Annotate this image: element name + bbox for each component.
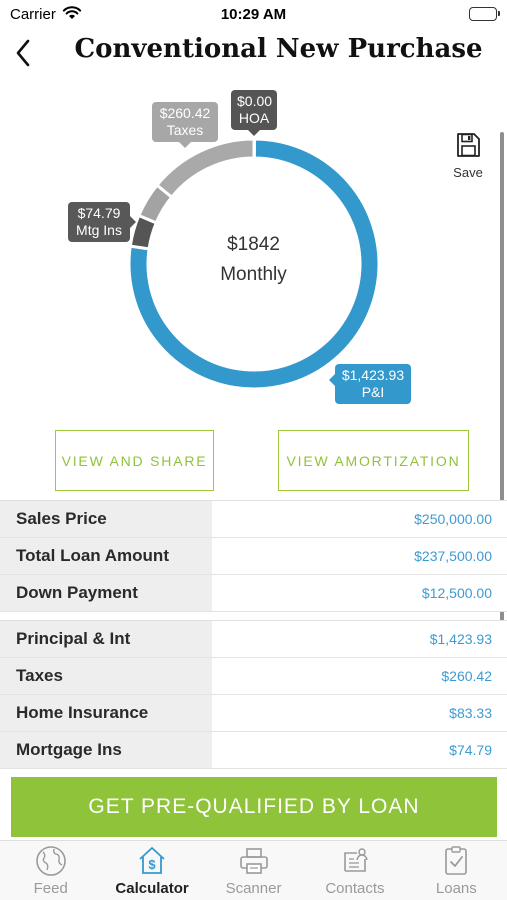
tab-feed[interactable]: Feed (0, 841, 101, 900)
tab-label: Scanner (225, 880, 282, 897)
status-bar: Carrier 10:29 AM (0, 0, 507, 30)
row-value: $12,500.00 (212, 575, 507, 611)
row-label: Down Payment (0, 575, 212, 611)
row-value: $237,500.00 (212, 538, 507, 574)
row-value: $83.33 (212, 695, 507, 731)
clipboard-check-icon (445, 846, 468, 875)
donut-slice-taxes[interactable] (154, 137, 256, 200)
carrier-label: Carrier (10, 6, 56, 23)
callout-taxes-value: $260.42 (159, 105, 211, 121)
page-title: Conventional New Purchase (74, 34, 483, 64)
wifi-icon (62, 5, 82, 26)
tab-scanner[interactable]: Scanner (203, 841, 304, 900)
callout-hoa: $0.00 HOA (231, 90, 277, 136)
row-label: Mortgage Ins (0, 732, 212, 768)
table-row[interactable]: Total Loan Amount $237,500.00 (0, 538, 507, 575)
tab-loans[interactable]: Loans (406, 841, 507, 900)
row-value: $250,000.00 (212, 501, 507, 537)
calculator-house-icon: $ (139, 847, 165, 874)
scrollbar[interactable] (500, 132, 504, 692)
tab-bar: Feed $ Calculator Scanner Contacts (0, 840, 507, 900)
row-label: Principal & Int (0, 621, 212, 657)
donut-slice-hoa[interactable] (252, 137, 257, 160)
tab-label: Loans (435, 880, 477, 897)
tab-contacts[interactable]: Contacts (304, 841, 405, 900)
row-value: $74.79 (212, 732, 507, 768)
save-button[interactable]: Save (448, 132, 488, 182)
payment-chart: $260.42 Taxes $0.00 HOA $74.79 Mtg Ins $… (0, 80, 507, 420)
callout-taxes: $260.42 Taxes (152, 102, 218, 148)
table-row[interactable]: Home Insurance $83.33 (0, 695, 507, 732)
svg-text:$: $ (148, 857, 156, 872)
floppy-disk-icon (457, 133, 480, 157)
monthly-label: Monthly (220, 264, 287, 285)
callout-pi-value: $1,423.93 (341, 367, 405, 383)
nav-bar: Conventional New Purchase (0, 30, 507, 76)
printer-icon (239, 848, 268, 874)
chevron-left-icon (16, 39, 30, 67)
callout-hoa-value: $0.00 (237, 93, 273, 109)
globe-icon (35, 846, 66, 876)
table-row[interactable]: Mortgage Ins $74.79 (0, 732, 507, 769)
callout-pi: $1,423.93 P&I (329, 364, 411, 404)
contacts-icon (344, 848, 368, 872)
callout-mtg-ins-label: Mtg Ins (76, 222, 122, 238)
row-value: $1,423.93 (212, 621, 507, 657)
loan-details-table: Sales Price $250,000.00 Total Loan Amoun… (0, 500, 507, 612)
donut-slice-p-i[interactable] (127, 137, 381, 391)
payment-breakdown-table: Principal & Int $1,423.93 Taxes $260.42 … (0, 620, 507, 769)
tab-label: Contacts (325, 880, 385, 897)
table-row[interactable]: Principal & Int $1,423.93 (0, 621, 507, 658)
table-row[interactable]: Taxes $260.42 (0, 658, 507, 695)
save-label: Save (453, 165, 483, 180)
row-label: Total Loan Amount (0, 538, 212, 574)
back-button[interactable] (8, 34, 38, 72)
tab-label: Feed (33, 880, 68, 897)
monthly-total: $1842 (227, 234, 280, 255)
table-row[interactable]: Sales Price $250,000.00 (0, 501, 507, 538)
view-and-share-button[interactable]: VIEW AND SHARE (55, 430, 214, 491)
donut-chart (127, 137, 381, 391)
battery-icon (469, 7, 500, 21)
callout-pi-label: P&I (361, 384, 385, 400)
view-amortization-button[interactable]: VIEW AMORTIZATION (278, 430, 469, 491)
row-label: Sales Price (0, 501, 212, 537)
row-label: Taxes (0, 658, 212, 694)
callout-mtg-ins: $74.79 Mtg Ins (68, 202, 136, 242)
row-label: Home Insurance (0, 695, 212, 731)
callout-hoa-label: HOA (238, 110, 270, 126)
clock: 10:29 AM (220, 6, 287, 23)
row-value: $260.42 (212, 658, 507, 694)
get-pre-qualified-button[interactable]: GET PRE-QUALIFIED BY LOAN (11, 777, 497, 837)
table-row[interactable]: Down Payment $12,500.00 (0, 575, 507, 612)
tab-label: Calculator (115, 880, 189, 897)
callout-mtg-ins-value: $74.79 (77, 205, 121, 221)
callout-taxes-label: Taxes (166, 122, 204, 138)
tab-calculator[interactable]: $ Calculator (101, 841, 202, 900)
